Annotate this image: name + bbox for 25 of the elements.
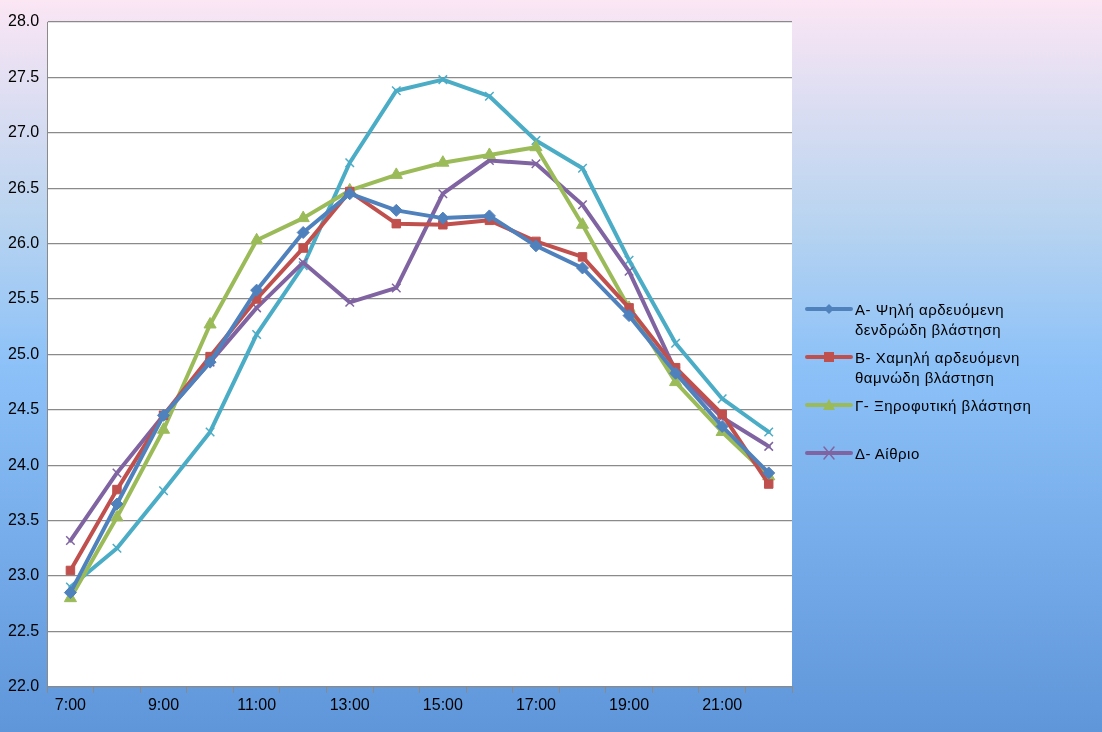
- y-tick-label: 23.5: [8, 511, 40, 529]
- y-tick-label: 27.5: [8, 67, 40, 85]
- x-tick-label: 17:00: [515, 695, 557, 713]
- y-tick-label: 27.0: [8, 123, 40, 141]
- x-tick-label: 11:00: [237, 695, 277, 713]
- y-tick-label: 23.0: [8, 566, 40, 584]
- y-tick-label: 24.0: [8, 455, 40, 473]
- y-tick-label: 25.5: [8, 289, 40, 307]
- x-tick-label: 15:00: [422, 695, 463, 713]
- y-tick-label: 28.0: [8, 12, 40, 30]
- y-tick-label: 26.5: [8, 178, 40, 196]
- x-tick-label: 21:00: [702, 695, 743, 713]
- y-tick-label: 25.0: [8, 344, 40, 362]
- x-tick-label: 19:00: [609, 695, 650, 713]
- y-tick-label: 26.0: [8, 234, 40, 252]
- y-tick-label: 24.5: [8, 400, 40, 418]
- legend-label: Α- Ψηλή αρδευόμενη δενδρώδη βλάστηση: [855, 300, 1005, 340]
- x-tick-label: 7:00: [54, 695, 87, 713]
- y-tick-label: 22.0: [8, 677, 40, 695]
- y-tick-label: 22.5: [8, 621, 40, 639]
- legend-label: Γ- Ξηροφυτική βλάστηση: [855, 396, 1032, 416]
- legend-label: Β- Χαμηλή αρδευόμενη θαμνώδη βλάστηση: [855, 348, 1021, 388]
- legend-label: Δ- Αίθριο: [855, 444, 920, 464]
- x-tick-label: 13:00: [329, 695, 370, 713]
- x-tick-label: 9:00: [147, 695, 180, 713]
